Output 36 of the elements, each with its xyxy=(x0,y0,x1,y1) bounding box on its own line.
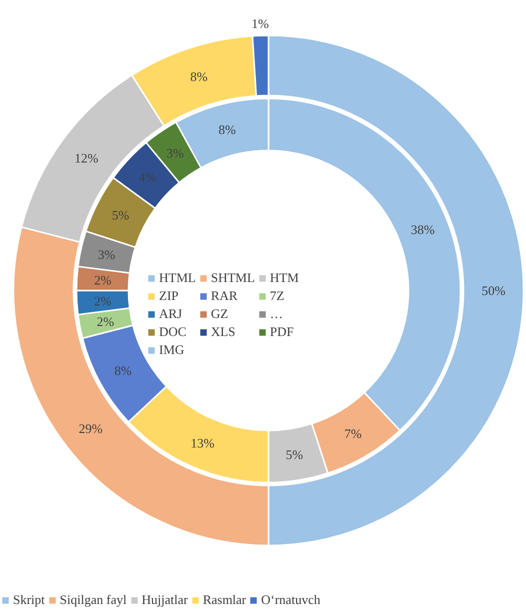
data-label: 8% xyxy=(190,69,208,84)
legend-label: HTM xyxy=(270,270,299,286)
data-label: 3% xyxy=(98,246,116,262)
legend-label: SHTML xyxy=(210,270,255,286)
data-label: 1% xyxy=(251,16,269,32)
legend-label: RAR xyxy=(210,288,238,304)
legend-label: 7Z xyxy=(270,288,286,304)
data-label: 2% xyxy=(94,272,112,288)
data-label: 2% xyxy=(96,314,114,330)
data-label: 50% xyxy=(482,283,506,298)
data-label: 5% xyxy=(286,446,304,462)
legend-label: PDF xyxy=(270,324,294,340)
legend-label: XLS xyxy=(210,324,236,340)
data-label: 12% xyxy=(74,150,99,166)
data-label: 3% xyxy=(166,146,184,161)
legend-label: ARJ xyxy=(159,306,182,322)
data-label: 8% xyxy=(114,362,132,378)
legend-label: Hujjatlar xyxy=(142,592,188,608)
legend-label: IMG xyxy=(159,342,184,358)
legend-label: ZIP xyxy=(159,288,179,304)
data-label: 4% xyxy=(138,169,156,184)
data-label: 2% xyxy=(94,293,112,308)
legend-label: HTML xyxy=(159,270,196,286)
legend-label: … xyxy=(270,306,284,322)
data-label: 38% xyxy=(410,222,435,237)
legend-label: GZ xyxy=(210,306,230,322)
legend-label: O‘rnatuvch xyxy=(261,592,320,608)
data-label: 8% xyxy=(218,122,236,138)
legend-label: Siqilgan fayl xyxy=(60,592,127,608)
data-label: 13% xyxy=(190,435,215,450)
data-label: 7% xyxy=(344,426,362,441)
legend-label: DOC xyxy=(159,324,186,340)
data-label: 29% xyxy=(78,420,103,436)
legend-label: Skript xyxy=(13,592,45,608)
legend-label: Rasmlar xyxy=(202,592,246,608)
data-label: 5% xyxy=(112,208,130,223)
